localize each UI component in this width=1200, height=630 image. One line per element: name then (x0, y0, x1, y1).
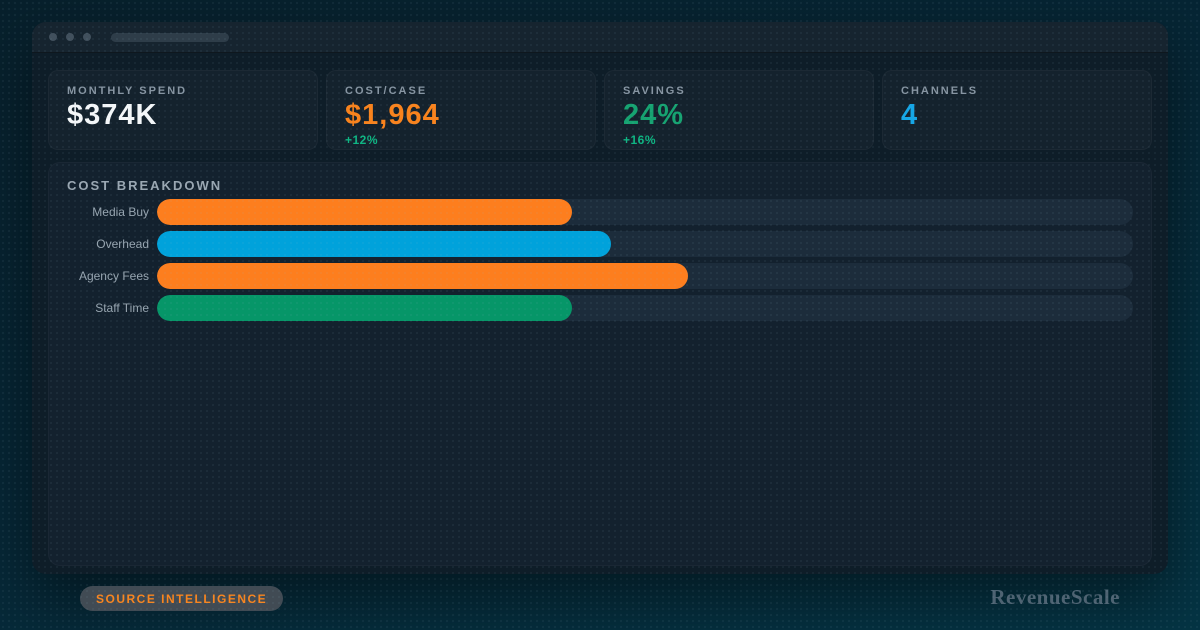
browser-window: MONTHLY SPEND $374K COST/CASE $1,964 +12… (32, 22, 1168, 574)
stat-card-monthly-spend: MONTHLY SPEND $374K (48, 70, 318, 150)
stat-delta: +12% (345, 132, 379, 147)
stat-card-cost-per-case: COST/CASE $1,964 +12% (326, 70, 596, 150)
bar-label: Agency Fees (78, 269, 149, 283)
stat-value: $1,964 (345, 99, 440, 131)
stat-delta: +16% (623, 132, 657, 147)
bar-track (157, 231, 1133, 257)
stat-card-channels: CHANNELS 4 (882, 70, 1152, 150)
bar-label: Media Buy (92, 205, 149, 219)
window-close-button[interactable] (49, 33, 57, 41)
brand-logo-text: RevenueScale (990, 585, 1120, 609)
cost-breakdown-panel: COST BREAKDOWN Media Buy Overhead Agency F… (48, 162, 1152, 566)
bar-label: Overhead (96, 237, 149, 251)
bar-fill (157, 231, 611, 257)
stat-label: COST/CASE (345, 85, 428, 97)
bar-rows: Media Buy Overhead Agency Fees Staff Time (67, 199, 1133, 321)
browser-chrome-bar (32, 22, 1168, 53)
window-minimize-button[interactable] (66, 33, 74, 41)
bar-fill (157, 263, 688, 289)
stat-value: 4 (901, 99, 919, 131)
bar-track (157, 199, 1133, 225)
badge-label: SOURCE INTELLIGENCE (96, 591, 268, 606)
window-maximize-button[interactable] (83, 33, 91, 41)
source-intelligence-badge: SOURCE INTELLIGENCE (80, 586, 284, 611)
bar-track (157, 263, 1133, 289)
stat-cards-row: MONTHLY SPEND $374K COST/CASE $1,964 +12… (48, 70, 1152, 150)
bar-row: Media Buy (67, 199, 1133, 225)
bar-label: Staff Time (95, 301, 149, 315)
stat-value: 24% (623, 99, 685, 131)
bar-fill (157, 199, 572, 225)
bar-fill (157, 295, 572, 321)
address-bar[interactable] (111, 32, 229, 42)
stat-card-savings: SAVINGS 24% +16% (604, 70, 874, 150)
bar-row: Staff Time (67, 295, 1133, 321)
bar-track (157, 295, 1133, 321)
bar-row: Overhead (67, 231, 1133, 257)
panel-title: COST BREAKDOWN (67, 178, 223, 193)
bar-row: Agency Fees (67, 263, 1133, 289)
stat-value: $374K (67, 99, 158, 131)
stat-label: SAVINGS (623, 85, 686, 97)
stat-label: MONTHLY SPEND (67, 85, 188, 97)
stat-label: CHANNELS (901, 85, 979, 97)
